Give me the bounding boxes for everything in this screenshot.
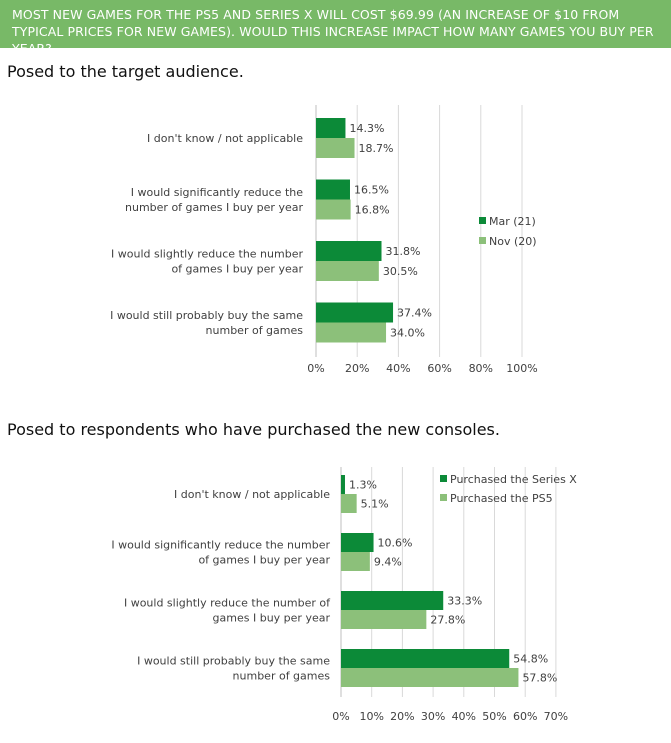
chart2-data-label: 10.6% <box>378 537 413 550</box>
chart2-category-label: games I buy per year <box>213 612 331 625</box>
chart2-data-label: 57.8% <box>522 672 557 685</box>
chart1-category-label: I would still probably buy the same <box>110 309 303 322</box>
chart2-bar <box>341 668 519 687</box>
chart2-category-label: number of games <box>233 670 331 683</box>
chart2-data-label: 1.3% <box>349 479 377 492</box>
chart1-bar <box>316 199 351 220</box>
chart2-category-label: I don't know / not applicable <box>174 488 330 501</box>
chart1-data-label: 37.4% <box>397 307 432 320</box>
chart2-legend-label: Purchased the PS5 <box>450 492 553 505</box>
chart1-bar <box>316 261 379 281</box>
chart2-bar <box>341 475 345 494</box>
chart1-legend-label: Mar (21) <box>489 215 536 228</box>
question-text: MOST NEW GAMES FOR THE PS5 AND SERIES X … <box>12 7 654 56</box>
chart1-bar <box>316 179 350 200</box>
chart2-legend-label: Purchased the Series X <box>450 473 577 486</box>
chart2-category-label: of games I buy per year <box>198 554 330 567</box>
chart1-bar <box>316 138 355 158</box>
chart1-title: Posed to the target audience. <box>7 62 244 81</box>
chart1-bar <box>316 322 387 343</box>
chart2-tick-label: 30% <box>421 710 445 723</box>
chart2-tick-label: 0% <box>332 710 349 723</box>
question-banner: MOST NEW GAMES FOR THE PS5 AND SERIES X … <box>0 0 671 56</box>
chart1-category-label: number of games <box>206 324 304 337</box>
chart1-bar <box>316 302 394 323</box>
chart2-data-label: 27.8% <box>430 614 465 627</box>
chart1-tick-label: 80% <box>469 362 493 375</box>
chart1-category-label: I don't know / not applicable <box>147 132 303 145</box>
chart1-tick-label: 60% <box>427 362 451 375</box>
chart1-bar <box>316 118 346 138</box>
chart1-category-label: I would slightly reduce the number <box>111 248 303 261</box>
chart2-bar <box>341 610 427 629</box>
chart1-tick-label: 100% <box>506 362 537 375</box>
chart2-tick-label: 70% <box>544 710 568 723</box>
chart1-data-label: 16.5% <box>354 184 389 197</box>
chart1-legend-label: Nov (20) <box>489 235 537 248</box>
chart2-bar <box>341 533 374 552</box>
chart2-data-label: 5.1% <box>361 498 389 511</box>
chart1-data-label: 31.8% <box>386 245 421 258</box>
chart1-category-label: of games I buy per year <box>171 263 303 276</box>
chart1-data-label: 14.3% <box>349 122 384 135</box>
chart2-tick-label: 20% <box>390 710 414 723</box>
chart1-data-label: 34.0% <box>390 327 425 340</box>
chart1-legend-swatch <box>479 237 486 244</box>
chart2-data-label: 54.8% <box>513 653 548 666</box>
chart1-tick-label: 0% <box>307 362 324 375</box>
chart1-category-label: number of games I buy per year <box>125 201 303 214</box>
chart2-data-label: 9.4% <box>374 556 402 569</box>
chart2-tick-label: 40% <box>452 710 476 723</box>
chart2-tick-label: 10% <box>359 710 383 723</box>
chart2-bar <box>341 494 357 513</box>
chart2-bar <box>341 591 444 610</box>
chart1-data-label: 16.8% <box>355 204 390 217</box>
chart2-legend-swatch <box>440 475 447 482</box>
chart2-category-label: I would significantly reduce the number <box>111 539 330 552</box>
chart2-tick-label: 50% <box>482 710 506 723</box>
chart1-legend-swatch <box>479 217 486 224</box>
chart1-tick-label: 40% <box>386 362 410 375</box>
chart2-category-label: I would slightly reduce the number of <box>124 597 331 610</box>
chart1-tick-label: 20% <box>345 362 369 375</box>
chart2-bar <box>341 649 510 668</box>
chart2-category-label: I would still probably buy the same <box>137 655 330 668</box>
chart1-category-label: I would significantly reduce the <box>131 186 303 199</box>
chart1-bar <box>316 241 382 261</box>
chart2-title: Posed to respondents who have purchased … <box>7 420 500 439</box>
chart2-bar <box>341 552 370 571</box>
chart2-legend-swatch <box>440 494 447 501</box>
chart1-data-label: 30.5% <box>383 265 418 278</box>
chart1-data-label: 18.7% <box>359 142 394 155</box>
chart2-data-label: 33.3% <box>447 595 482 608</box>
chart2-tick-label: 60% <box>513 710 537 723</box>
